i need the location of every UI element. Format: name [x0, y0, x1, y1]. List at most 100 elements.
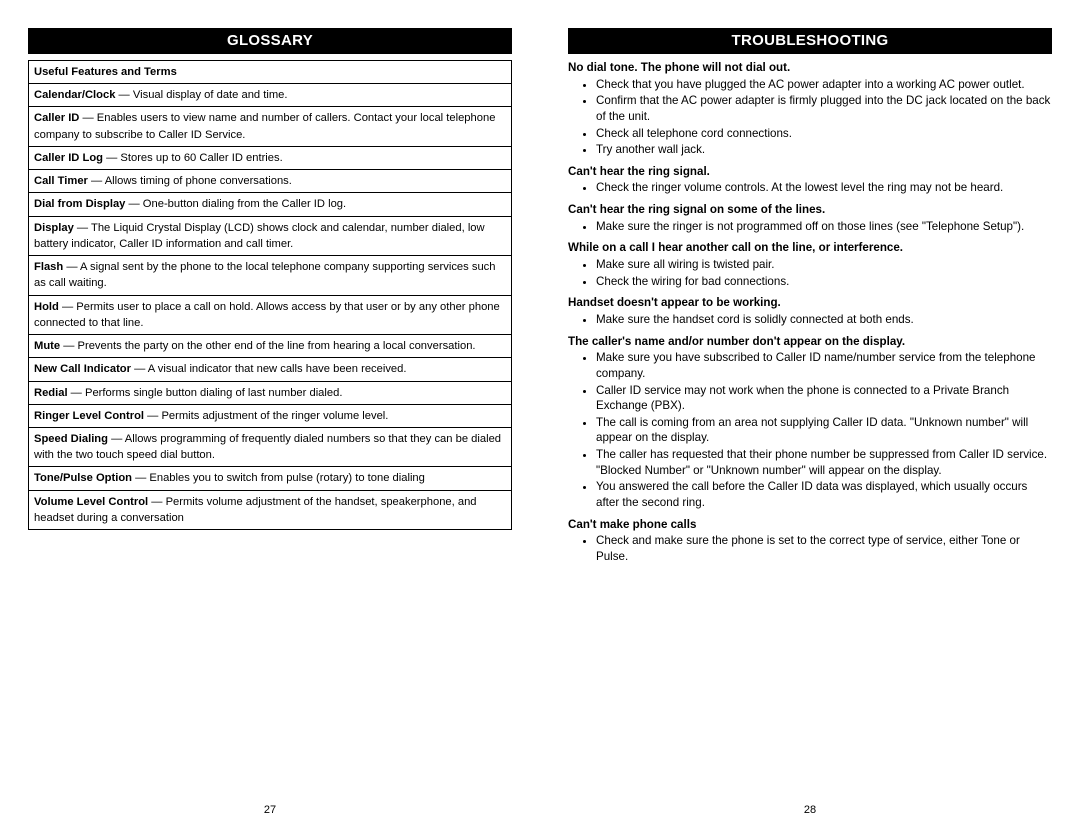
list-item: Confirm that the AC power adapter is fir… — [596, 93, 1052, 124]
glossary-term: Caller ID — [34, 112, 79, 124]
troubleshoot-heading: Can't hear the ring signal. — [568, 164, 1052, 180]
glossary-cell: Display — The Liquid Crystal Display (LC… — [29, 216, 512, 255]
table-row: Dial from Display — One-button dialing f… — [29, 193, 512, 216]
list-item: Check the ringer volume controls. At the… — [596, 180, 1052, 196]
table-row: Ringer Level Control — Permits adjustmen… — [29, 404, 512, 427]
glossary-term: Redial — [34, 387, 68, 399]
table-row: Hold — Permits user to place a call on h… — [29, 295, 512, 334]
glossary-cell: Flash — A signal sent by the phone to th… — [29, 256, 512, 295]
troubleshoot-list: Check that you have plugged the AC power… — [568, 77, 1052, 158]
list-item: Check and make sure the phone is set to … — [596, 533, 1052, 564]
glossary-definition: Stores up to 60 Caller ID entries. — [120, 152, 282, 164]
glossary-term: Flash — [34, 261, 63, 273]
list-item: You answered the call before the Caller … — [596, 479, 1052, 510]
table-row: Volume Level Control — Permits volume ad… — [29, 490, 512, 529]
troubleshooting-content: No dial tone. The phone will not dial ou… — [568, 60, 1052, 565]
glossary-term: Calendar/Clock — [34, 89, 115, 101]
troubleshoot-list: Check the ringer volume controls. At the… — [568, 180, 1052, 196]
troubleshoot-list: Make sure all wiring is twisted pair.Che… — [568, 257, 1052, 289]
glossary-cell: Calendar/Clock — Visual display of date … — [29, 84, 512, 107]
troubleshoot-list: Check and make sure the phone is set to … — [568, 533, 1052, 564]
glossary-cell: Caller ID — Enables users to view name a… — [29, 107, 512, 146]
right-page: TROUBLESHOOTING No dial tone. The phone … — [540, 0, 1080, 834]
list-item: Check that you have plugged the AC power… — [596, 77, 1052, 93]
glossary-cell: New Call Indicator — A visual indicator … — [29, 358, 512, 381]
table-row: Caller ID Log — Stores up to 60 Caller I… — [29, 146, 512, 169]
glossary-definition: Performs single button dialing of last n… — [85, 387, 342, 399]
table-row: Tone/Pulse Option — Enables you to switc… — [29, 467, 512, 490]
table-row: Redial — Performs single button dialing … — [29, 381, 512, 404]
glossary-definition: Enables users to view name and number of… — [34, 112, 495, 140]
glossary-cell: Dial from Display — One-button dialing f… — [29, 193, 512, 216]
glossary-separator: — — [59, 301, 76, 313]
glossary-separator: — — [74, 222, 91, 234]
glossary-cell: Volume Level Control — Permits volume ad… — [29, 490, 512, 529]
list-item: Make sure you have subscribed to Caller … — [596, 350, 1052, 381]
troubleshoot-list: Make sure the ringer is not programmed o… — [568, 219, 1052, 235]
table-row: Mute — Prevents the party on the other e… — [29, 335, 512, 358]
glossary-separator: — — [88, 175, 105, 187]
glossary-cell: Hold — Permits user to place a call on h… — [29, 295, 512, 334]
table-row: Speed Dialing — Allows programming of fr… — [29, 427, 512, 466]
glossary-definition: Permits adjustment of the ringer volume … — [161, 410, 388, 422]
glossary-term: Call Timer — [34, 175, 88, 187]
glossary-definition: Visual display of date and time. — [133, 89, 288, 101]
troubleshooting-header: TROUBLESHOOTING — [568, 28, 1052, 54]
glossary-separator: — — [115, 89, 132, 101]
glossary-separator: — — [125, 198, 142, 210]
glossary-cell: Speed Dialing — Allows programming of fr… — [29, 427, 512, 466]
troubleshoot-heading: While on a call I hear another call on t… — [568, 240, 1052, 256]
glossary-term: New Call Indicator — [34, 363, 131, 375]
glossary-separator: — — [60, 340, 77, 352]
glossary-definition: A signal sent by the phone to the local … — [34, 261, 495, 289]
list-item: Check all telephone cord connections. — [596, 126, 1052, 142]
list-item: The call is coming from an area not supp… — [596, 415, 1052, 446]
list-item: Try another wall jack. — [596, 142, 1052, 158]
troubleshoot-heading: Can't make phone calls — [568, 517, 1052, 533]
glossary-separator: — — [68, 387, 85, 399]
glossary-separator: — — [148, 496, 165, 508]
page-number-right: 28 — [540, 804, 1080, 816]
glossary-table-header: Useful Features and Terms — [29, 61, 512, 84]
table-row: Calendar/Clock — Visual display of date … — [29, 84, 512, 107]
table-row: Call Timer — Allows timing of phone conv… — [29, 170, 512, 193]
glossary-term: Mute — [34, 340, 60, 352]
glossary-term: Ringer Level Control — [34, 410, 144, 422]
glossary-cell: Mute — Prevents the party on the other e… — [29, 335, 512, 358]
glossary-definition: Permits user to place a call on hold. Al… — [34, 301, 500, 329]
glossary-term: Caller ID Log — [34, 152, 103, 164]
glossary-separator: — — [132, 472, 149, 484]
table-row: Caller ID — Enables users to view name a… — [29, 107, 512, 146]
list-item: The caller has requested that their phon… — [596, 447, 1052, 478]
glossary-table: Useful Features and Terms Calendar/Clock… — [28, 60, 512, 530]
troubleshoot-heading: Handset doesn't appear to be working. — [568, 295, 1052, 311]
glossary-cell: Ringer Level Control — Permits adjustmen… — [29, 404, 512, 427]
table-row: Display — The Liquid Crystal Display (LC… — [29, 216, 512, 255]
glossary-separator: — — [63, 261, 80, 273]
glossary-cell: Caller ID Log — Stores up to 60 Caller I… — [29, 146, 512, 169]
table-row: Flash — A signal sent by the phone to th… — [29, 256, 512, 295]
list-item: Caller ID service may not work when the … — [596, 383, 1052, 414]
glossary-definition: Prevents the party on the other end of t… — [78, 340, 476, 352]
troubleshoot-heading: Can't hear the ring signal on some of th… — [568, 202, 1052, 218]
glossary-term: Display — [34, 222, 74, 234]
glossary-separator: — — [144, 410, 161, 422]
glossary-definition: Allows timing of phone conversations. — [105, 175, 292, 187]
table-row: New Call Indicator — A visual indicator … — [29, 358, 512, 381]
glossary-cell: Redial — Performs single button dialing … — [29, 381, 512, 404]
glossary-term: Volume Level Control — [34, 496, 148, 508]
glossary-header: GLOSSARY — [28, 28, 512, 54]
list-item: Make sure all wiring is twisted pair. — [596, 257, 1052, 273]
list-item: Make sure the handset cord is solidly co… — [596, 312, 1052, 328]
glossary-definition: One-button dialing from the Caller ID lo… — [143, 198, 346, 210]
glossary-separator: — — [79, 112, 96, 124]
glossary-term: Speed Dialing — [34, 433, 108, 445]
glossary-definition: A visual indicator that new calls have b… — [148, 363, 407, 375]
glossary-definition: Enables you to switch from pulse (rotary… — [149, 472, 424, 484]
glossary-cell: Call Timer — Allows timing of phone conv… — [29, 170, 512, 193]
troubleshoot-heading: The caller's name and/or number don't ap… — [568, 334, 1052, 350]
left-page: GLOSSARY Useful Features and Terms Calen… — [0, 0, 540, 834]
glossary-cell: Tone/Pulse Option — Enables you to switc… — [29, 467, 512, 490]
glossary-separator: — — [103, 152, 120, 164]
glossary-separator: — — [131, 363, 148, 375]
